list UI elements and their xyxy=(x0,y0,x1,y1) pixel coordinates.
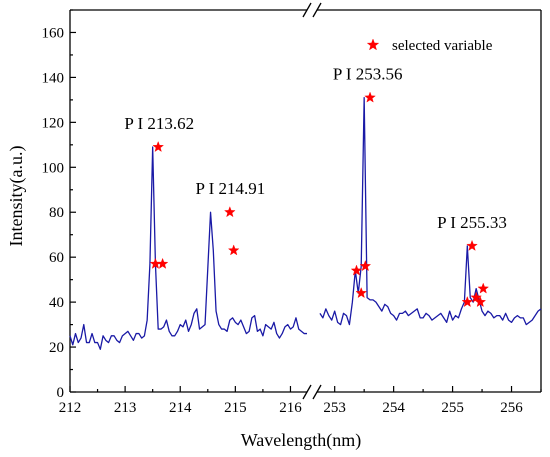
legend-star xyxy=(366,38,380,51)
selected-variable-marker xyxy=(152,140,164,152)
y-tick-label: 100 xyxy=(42,160,65,176)
legend-label: selected variable xyxy=(392,38,493,54)
selected-variable-marker xyxy=(461,296,474,308)
x-tick-label: 212 xyxy=(59,400,82,416)
selected-variable-marker xyxy=(355,287,367,299)
y-tick-label: 20 xyxy=(49,340,64,356)
selected-variable-marker xyxy=(156,257,169,269)
x-tick-label: 255 xyxy=(441,400,464,416)
y-tick-label: 60 xyxy=(49,250,64,266)
x-tick-label: 256 xyxy=(500,400,523,416)
peak-annotation: P I 255.33 xyxy=(437,213,507,232)
selected-variable-marker xyxy=(364,91,376,103)
x-tick-label: 215 xyxy=(224,400,247,416)
y-tick-label: 160 xyxy=(42,25,65,41)
y-tick-label: 140 xyxy=(42,70,65,86)
peak-annotation: P I 253.56 xyxy=(333,65,403,84)
selected-variable-marker xyxy=(359,260,372,272)
selected-variable-marker xyxy=(224,206,236,218)
peak-annotation: P I 214.91 xyxy=(196,179,266,198)
y-tick-label: 80 xyxy=(49,205,64,221)
y-tick-label: 120 xyxy=(42,115,65,131)
y-tick-label: 40 xyxy=(49,295,64,311)
selected-variable-marker xyxy=(470,291,482,303)
legend-star-marker xyxy=(366,38,380,51)
peak-annotation: P I 213.62 xyxy=(124,114,194,133)
x-tick-label: 254 xyxy=(382,400,405,416)
x-tick-label: 216 xyxy=(279,400,302,416)
plot-area: 0 20 40 60 80 100 120 140 160 212 213 214 215 216 253 2… xyxy=(42,2,542,416)
axis-break-mark xyxy=(312,384,322,400)
x-axis-label: Wavelength(nm) xyxy=(241,430,362,451)
legend: selected variable xyxy=(366,38,493,54)
selected-variable-marker xyxy=(227,244,240,256)
selected-variable-marker xyxy=(466,239,478,251)
y-axis-label: Intensity(a.u.) xyxy=(6,146,27,247)
y-tick-label: 0 xyxy=(57,385,65,401)
spectrum-line xyxy=(319,96,542,326)
x-tick-label: 213 xyxy=(114,400,137,416)
axis-break-mark xyxy=(302,2,312,18)
selected-variable-marker xyxy=(477,282,490,294)
x-tick-label: 253 xyxy=(323,400,346,416)
spectrum-line xyxy=(69,146,307,350)
axis-break-mark xyxy=(302,384,312,400)
x-tick-label: 214 xyxy=(169,400,192,416)
selected-variable-marker xyxy=(350,264,363,276)
axis-break-mark xyxy=(312,2,322,18)
selected-variable-marker xyxy=(474,296,487,308)
